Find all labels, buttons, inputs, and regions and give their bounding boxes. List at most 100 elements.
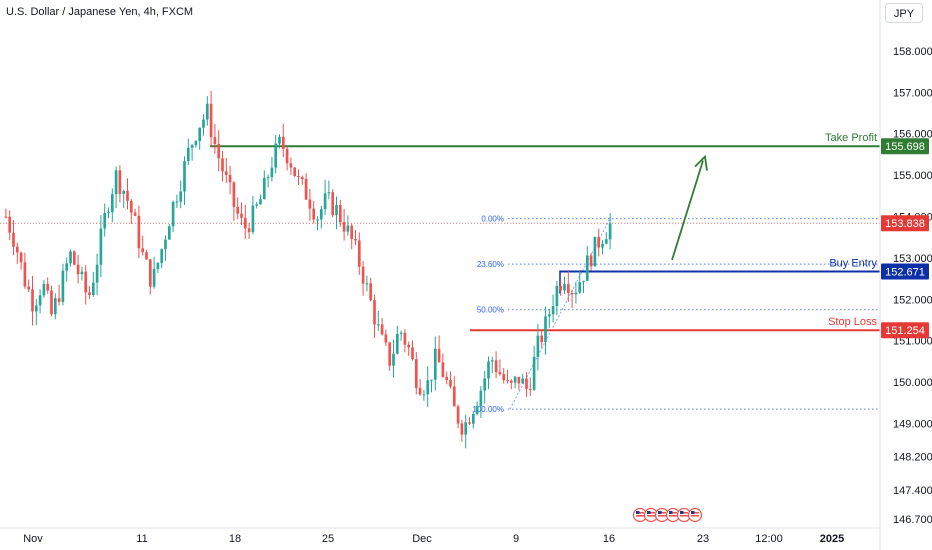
candle-body[interactable] xyxy=(88,292,91,295)
candle-body[interactable] xyxy=(471,413,475,424)
candle-body[interactable] xyxy=(209,103,213,138)
candle-body[interactable] xyxy=(490,360,494,362)
candle-body[interactable] xyxy=(99,228,103,265)
candle-body[interactable] xyxy=(357,240,361,267)
candle-body[interactable] xyxy=(426,380,430,395)
candle-body[interactable] xyxy=(437,348,441,363)
candle-body[interactable] xyxy=(213,137,217,144)
candle-body[interactable] xyxy=(243,217,247,229)
candle-body[interactable] xyxy=(262,177,266,200)
candle-body[interactable] xyxy=(236,206,240,214)
candle-body[interactable] xyxy=(186,147,190,162)
candle-body[interactable] xyxy=(122,190,126,194)
candle-body[interactable] xyxy=(392,353,395,366)
candle-body[interactable] xyxy=(582,280,585,283)
symbol-title[interactable]: U.S. Dollar / Japanese Yen, 4h, FXCM xyxy=(6,6,194,18)
candle-body[interactable] xyxy=(608,223,612,240)
candle-body[interactable] xyxy=(354,238,357,241)
candle-body[interactable] xyxy=(274,143,278,168)
candle-body[interactable] xyxy=(247,228,251,233)
candle-body[interactable] xyxy=(12,232,15,247)
candle-body[interactable] xyxy=(323,193,327,210)
candle-body[interactable] xyxy=(452,386,456,407)
candle-body[interactable] xyxy=(118,170,122,194)
candle-body[interactable] xyxy=(445,376,449,381)
candle-body[interactable] xyxy=(544,316,547,343)
candle-body[interactable] xyxy=(525,378,528,389)
candle-body[interactable] xyxy=(509,380,513,383)
candle-body[interactable] xyxy=(399,332,403,334)
economic-event-icon[interactable] xyxy=(632,507,648,523)
candle-body[interactable] xyxy=(202,119,205,128)
candle-body[interactable] xyxy=(449,380,452,387)
candle-body[interactable] xyxy=(266,177,270,179)
currency-button[interactable]: JPY xyxy=(885,3,923,23)
candle-body[interactable] xyxy=(293,167,297,177)
candle-body[interactable] xyxy=(110,194,114,213)
candle-body[interactable] xyxy=(589,255,593,267)
candle-body[interactable] xyxy=(418,387,422,395)
candle-body[interactable] xyxy=(141,248,145,253)
candle-body[interactable] xyxy=(414,359,418,388)
candle-body[interactable] xyxy=(232,182,236,207)
candle-body[interactable] xyxy=(559,285,563,291)
candle-body[interactable] xyxy=(468,422,471,424)
candle-body[interactable] xyxy=(369,283,373,301)
candle-body[interactable] xyxy=(57,298,61,302)
candle-body[interactable] xyxy=(319,209,323,220)
candle-body[interactable] xyxy=(308,199,312,209)
candle-body[interactable] xyxy=(228,174,232,183)
candle-body[interactable] xyxy=(133,212,137,216)
candle-body[interactable] xyxy=(350,225,354,239)
candle-body[interactable] xyxy=(107,212,110,214)
candle-body[interactable] xyxy=(160,249,164,263)
trend-arrow-icon[interactable] xyxy=(671,160,704,261)
candle-body[interactable] xyxy=(479,390,483,407)
candle-body[interactable] xyxy=(430,379,433,381)
candle-body[interactable] xyxy=(540,335,544,343)
candle-body[interactable] xyxy=(289,163,293,168)
candle-body[interactable] xyxy=(373,300,376,325)
candle-body[interactable] xyxy=(126,190,129,201)
candle-body[interactable] xyxy=(433,348,437,380)
candle-body[interactable] xyxy=(604,239,608,244)
candle-body[interactable] xyxy=(361,266,365,284)
candle-body[interactable] xyxy=(156,262,160,269)
candle-body[interactable] xyxy=(8,216,12,233)
candle-body[interactable] xyxy=(483,378,487,391)
candle-body[interactable] xyxy=(34,305,38,312)
candle-body[interactable] xyxy=(380,324,384,335)
candle-body[interactable] xyxy=(300,176,304,179)
candle-body[interactable] xyxy=(281,136,285,149)
candle-body[interactable] xyxy=(205,103,209,120)
candle-body[interactable] xyxy=(164,239,167,250)
candle-body[interactable] xyxy=(597,236,601,248)
time-axis[interactable]: Nov 11 18 25 Dec 9 16 23 12:00 2025 xyxy=(0,527,880,545)
candle-body[interactable] xyxy=(506,380,509,382)
candle-body[interactable] xyxy=(304,178,308,200)
candle-body[interactable] xyxy=(338,205,342,223)
candle-body[interactable] xyxy=(23,262,27,287)
candle-body[interactable] xyxy=(498,371,502,375)
candle-body[interactable] xyxy=(335,205,338,216)
candle-body[interactable] xyxy=(72,251,76,265)
candle-body[interactable] xyxy=(297,176,300,178)
candle-body[interactable] xyxy=(31,289,34,312)
candle-body[interactable] xyxy=(460,423,464,435)
candle-body[interactable] xyxy=(194,141,198,146)
candle-body[interactable] xyxy=(411,347,414,360)
candle-body[interactable] xyxy=(517,376,521,384)
candle-body[interactable] xyxy=(42,283,46,296)
candle-body[interactable] xyxy=(171,201,175,227)
candle-body[interactable] xyxy=(475,406,479,414)
candle-body[interactable] xyxy=(179,191,183,202)
candle-body[interactable] xyxy=(217,143,221,159)
candle-body[interactable] xyxy=(388,342,392,366)
candle-body[interactable] xyxy=(551,306,555,315)
candle-body[interactable] xyxy=(167,226,171,240)
candle-body[interactable] xyxy=(27,286,31,290)
candle-body[interactable] xyxy=(555,285,559,307)
economic-event-icon[interactable] xyxy=(687,507,703,523)
candle-body[interactable] xyxy=(566,284,570,293)
candle-body[interactable] xyxy=(137,215,141,249)
